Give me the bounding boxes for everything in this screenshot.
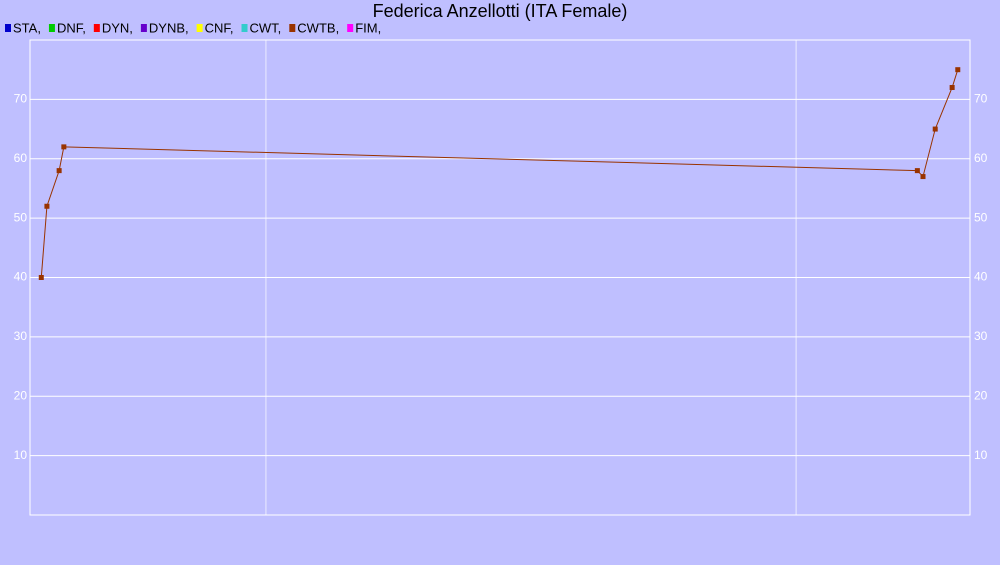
data-point [955, 67, 961, 73]
legend-swatch [140, 24, 147, 32]
legend-label: DYNB, [149, 20, 189, 35]
data-point [949, 85, 955, 90]
y-tick-label: 10 [14, 448, 28, 462]
y2-tick-label: 70 [974, 92, 988, 106]
y2-tick-label: 50 [974, 210, 988, 224]
data-point [61, 144, 67, 150]
legend-label: STA, [13, 20, 41, 35]
y-tick-label: 20 [14, 388, 28, 402]
data-point [44, 203, 50, 209]
legend-label: DNF, [57, 20, 86, 35]
data-point [56, 168, 62, 174]
legend-swatch [5, 24, 11, 32]
y-tick-label: 50 [14, 210, 28, 224]
data-point [38, 275, 44, 280]
legend-label: CWT, [250, 20, 282, 35]
y2-tick-label: 20 [974, 388, 988, 402]
y2-tick-label: 40 [974, 270, 988, 284]
legend-label: CNF, [205, 20, 234, 35]
legend-label: CWTB, [297, 20, 339, 35]
data-point [920, 174, 926, 180]
legend-swatch [93, 24, 100, 32]
legend-label: DYN, [102, 20, 133, 35]
legend-label: FIM, [355, 20, 381, 35]
legend-swatch [241, 24, 248, 32]
y2-tick-label: 10 [974, 448, 988, 462]
y-tick-label: 70 [14, 92, 28, 106]
y2-tick-label: 30 [974, 329, 988, 343]
legend-swatch [48, 24, 55, 32]
data-point [932, 126, 938, 132]
y-tick-label: 40 [14, 270, 28, 284]
legend-swatch [347, 24, 354, 32]
legend-swatch [196, 24, 203, 32]
data-point [914, 168, 920, 174]
y-tick-label: 60 [14, 151, 28, 165]
legend-swatch [289, 24, 296, 32]
y2-tick-label: 60 [974, 151, 988, 165]
y-tick-label: 30 [14, 329, 28, 343]
chart-title: Federica Anzellotti (ITA Female) [373, 1, 628, 21]
